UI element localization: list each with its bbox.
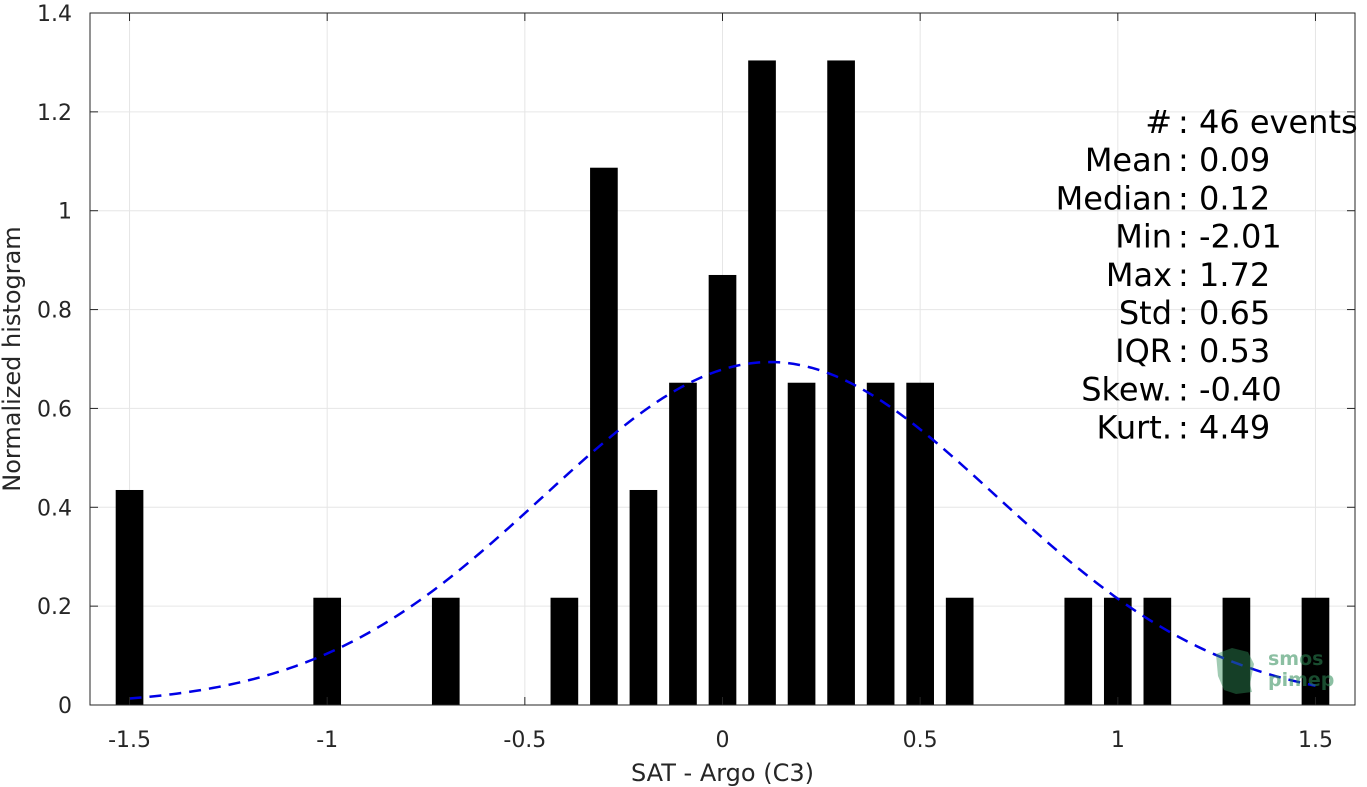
x-axis-ticks: -1.5 -1 -0.5 0 0.5 1 1.5 [108, 13, 1333, 753]
histogram-bar [1301, 597, 1330, 705]
logo-map-icon [1216, 648, 1254, 694]
histogram-bar [866, 382, 895, 705]
stat-line: Std: 0.65 [1119, 294, 1270, 332]
histogram-bar [708, 274, 737, 705]
grid-lines [90, 12, 1355, 706]
histogram-bar [1222, 597, 1251, 705]
y-tick-label: 0 [58, 694, 72, 719]
histogram-bar [669, 382, 697, 705]
x-tick-label: 1 [1111, 728, 1125, 753]
y-axis-label: Normalized histogram [0, 226, 26, 491]
histogram-bar [431, 597, 460, 705]
x-axis-label: SAT - Argo (C3) [631, 759, 814, 787]
y-tick-label: 1 [58, 200, 72, 225]
histogram-bar [1143, 597, 1172, 705]
y-tick-label: 0.4 [37, 496, 72, 521]
x-tick-label: 0 [716, 728, 730, 753]
histogram-bar [787, 382, 816, 705]
y-tick-label: 1.2 [37, 101, 72, 126]
histogram-bar [313, 597, 342, 705]
x-tick-label: -0.5 [503, 728, 546, 753]
logo-line-1: smos [1268, 648, 1323, 670]
stat-line: Max: 1.72 [1106, 256, 1270, 294]
histogram-bar [748, 60, 776, 706]
y-tick-label: 0.8 [37, 299, 72, 324]
x-tick-label: -1.5 [108, 728, 151, 753]
logo-line-2: pimep [1268, 669, 1334, 691]
smos-pimep-logo: smos pimep [1216, 648, 1334, 694]
stat-line: #: 46 events [1145, 103, 1357, 141]
x-tick-label: 0.5 [903, 728, 938, 753]
histogram-bar [115, 489, 144, 705]
y-axis-ticks: 0 0.2 0.4 0.6 0.8 1 1.2 1.4 [37, 2, 1355, 719]
histogram-bar [945, 597, 974, 705]
stat-line: Kurt.: 4.49 [1096, 409, 1270, 447]
y-tick-label: 0.2 [37, 595, 72, 620]
stat-line: Min: -2.01 [1115, 218, 1282, 256]
histogram-bar [590, 167, 618, 705]
stat-line: Skew.: -0.40 [1081, 370, 1282, 408]
histogram-bars [115, 60, 1330, 706]
histogram-bar [1064, 597, 1093, 705]
y-tick-label: 1.4 [37, 2, 72, 27]
normal-fit-curve [129, 360, 1316, 700]
histogram-bar [1103, 597, 1132, 705]
y-tick-label: 0.6 [37, 397, 72, 422]
histogram-bar [906, 382, 934, 705]
stat-line: IQR: 0.53 [1115, 332, 1270, 370]
histogram-bar [629, 489, 658, 705]
x-tick-label: 1.5 [1298, 728, 1333, 753]
stat-line: Mean: 0.09 [1085, 141, 1270, 179]
stat-line: Median: 0.12 [1056, 179, 1271, 217]
histogram-bar [550, 597, 579, 705]
x-tick-label: -1 [316, 728, 338, 753]
